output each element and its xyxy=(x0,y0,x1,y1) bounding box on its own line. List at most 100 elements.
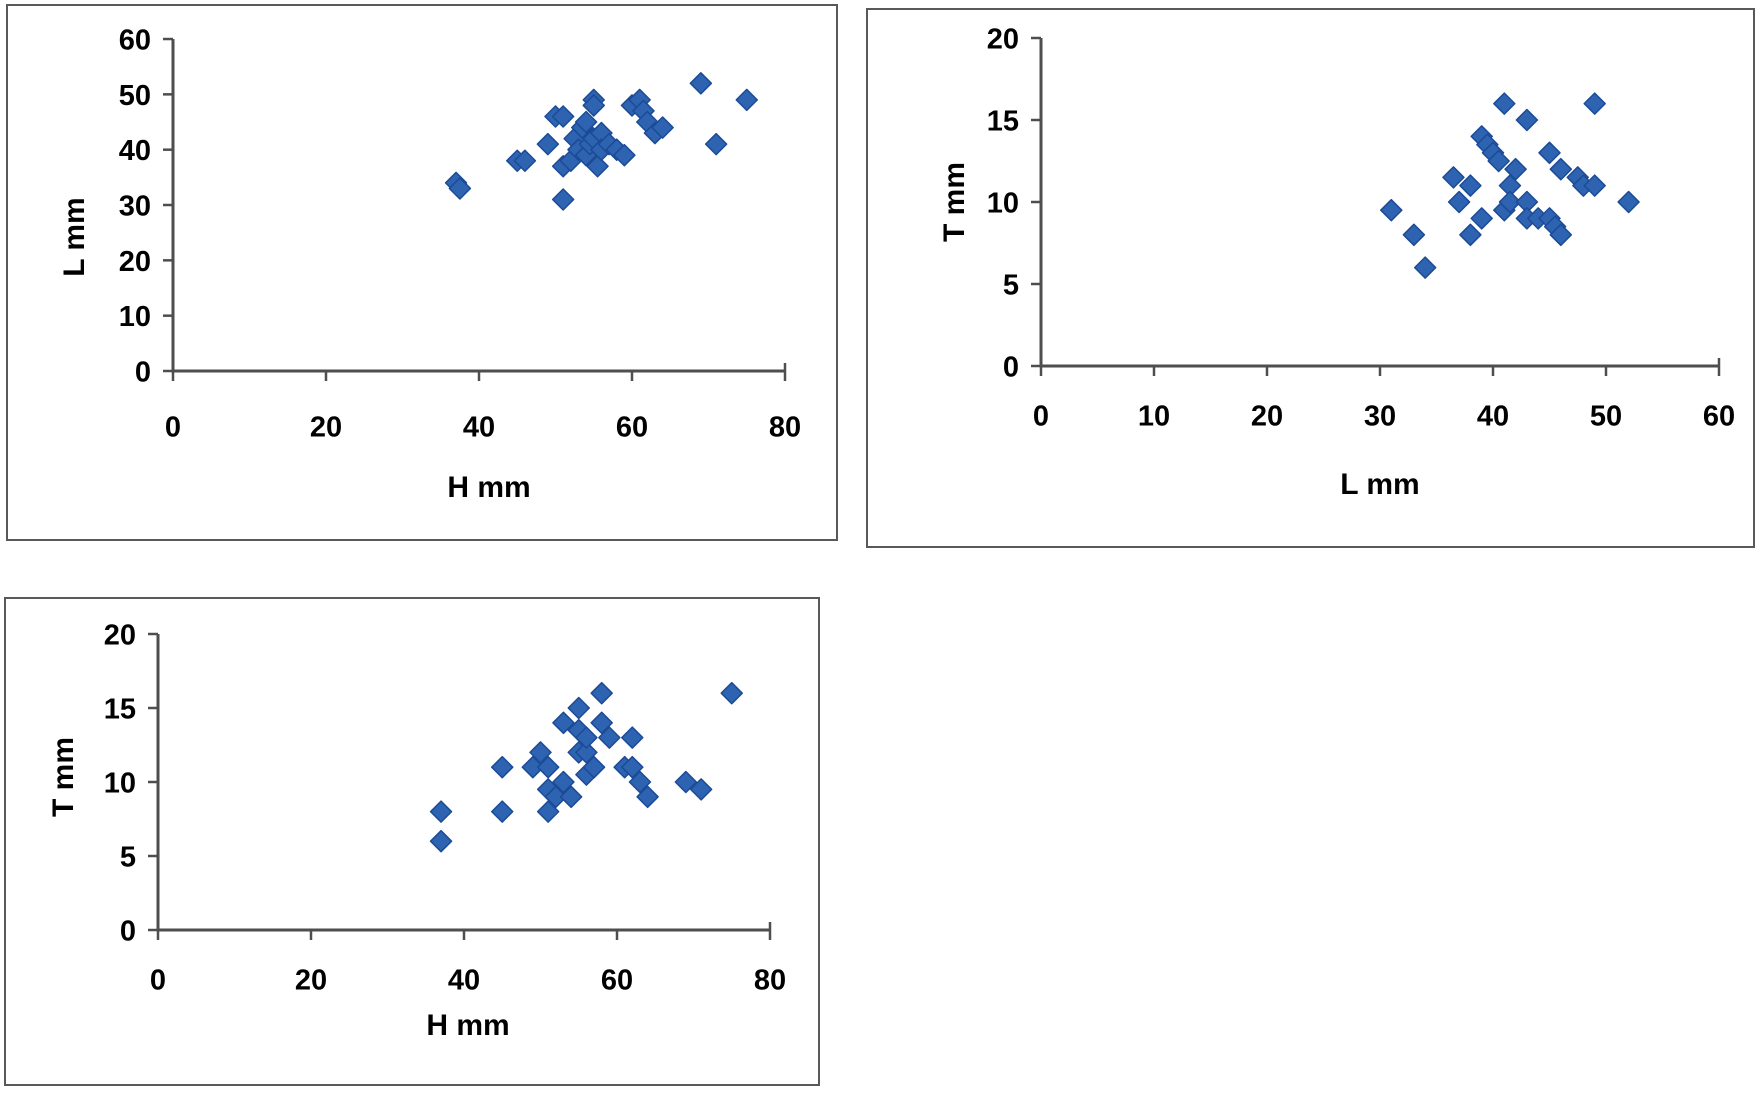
x-tick-label: 50 xyxy=(1590,400,1622,432)
y-tick-label: 0 xyxy=(1003,351,1019,383)
data-point-diamond xyxy=(552,770,575,794)
y-tick-label: 40 xyxy=(119,135,151,167)
data-point-diamond xyxy=(1470,207,1493,230)
data-point-diamond xyxy=(1583,92,1606,115)
data-point-diamond xyxy=(1380,198,1403,222)
y-tick-label: 0 xyxy=(135,356,151,388)
data-point-diamond xyxy=(1549,223,1573,247)
y-tick-label: 20 xyxy=(119,246,151,278)
scatter-svg-t-vs-h: 0 5 10 15 20 0 20 40 60 80 H mm T mm xyxy=(47,619,786,1042)
data-point-diamond xyxy=(1447,190,1471,214)
y-tick-label: 0 xyxy=(120,915,136,947)
data-point-diamond xyxy=(575,726,598,749)
data-point-diamond xyxy=(529,741,552,764)
y-tick-label: 50 xyxy=(119,80,151,112)
y-axis-title: T mm xyxy=(938,162,971,242)
chart-panel-t-vs-h: 0 5 10 15 20 0 20 40 60 80 H mm T mm xyxy=(4,597,820,1086)
data-point-diamond xyxy=(551,105,575,128)
data-point-diamond xyxy=(628,770,652,794)
y-tick-label: 30 xyxy=(119,190,151,222)
x-tick-label: 80 xyxy=(769,411,801,443)
data-point-diamond xyxy=(491,800,514,823)
data-point-diamond xyxy=(689,778,713,801)
data-point-diamond xyxy=(689,72,713,95)
x-tick-label: 80 xyxy=(754,964,786,996)
data-point-diamond xyxy=(429,800,453,823)
data-point-diamond xyxy=(574,110,598,134)
data-point-diamond xyxy=(621,726,644,749)
data-point-diamond xyxy=(704,132,728,156)
x-tick-label: 60 xyxy=(1703,400,1735,432)
data-point-diamond xyxy=(559,785,583,809)
data-point-diamond xyxy=(1413,256,1437,279)
y-tick-label: 15 xyxy=(987,105,1019,137)
data-point-diamond xyxy=(1583,174,1606,197)
data-point-diamond xyxy=(1402,223,1426,247)
data-point-diamond xyxy=(720,681,743,705)
data-point-diamond xyxy=(598,726,621,749)
x-axis-title: H mm xyxy=(426,1009,509,1042)
data-point-diamond xyxy=(551,188,575,211)
y-tick-label: 20 xyxy=(104,619,136,651)
data-point-diamond xyxy=(575,741,598,764)
y-axis-title: L mm xyxy=(58,197,91,276)
data-point-diamond xyxy=(536,132,560,156)
data-point-diamond xyxy=(448,177,472,200)
data-point-diamond xyxy=(590,681,613,705)
data-point-diamond xyxy=(536,800,560,823)
x-tick-label: 0 xyxy=(150,964,166,996)
x-tick-label: 0 xyxy=(165,411,181,443)
chart-panel-l-vs-h: 0 10 20 30 40 50 60 0 20 40 60 80 H mm L mm xyxy=(6,4,838,541)
data-point-diamond xyxy=(1617,190,1640,214)
chart-panel-t-vs-l: 0 5 10 15 20 0 10 20 30 40 50 60 L mm T mm xyxy=(866,8,1755,548)
x-tick-label: 30 xyxy=(1364,400,1396,432)
data-point-diamond xyxy=(582,94,605,117)
data-point-diamond xyxy=(1459,223,1482,247)
y-tick-label: 10 xyxy=(104,767,136,799)
data-point-diamond xyxy=(1487,149,1510,173)
data-point-diamond xyxy=(1549,157,1573,181)
y-tick-label: 10 xyxy=(119,301,151,333)
data-point-diamond xyxy=(636,785,659,809)
y-tick-label: 60 xyxy=(119,24,151,56)
scatter-svg-l-vs-h: 0 10 20 30 40 50 60 0 20 40 60 80 H mm L mm xyxy=(58,24,801,504)
data-point-diamond xyxy=(536,755,560,779)
x-tick-label: 20 xyxy=(295,964,327,996)
data-point-diamond xyxy=(429,829,453,853)
x-tick-label: 20 xyxy=(1251,400,1283,432)
data-point-diamond xyxy=(590,711,613,735)
x-tick-label: 10 xyxy=(1138,400,1170,432)
x-tick-label: 0 xyxy=(1033,400,1049,432)
data-point-diamond xyxy=(552,711,575,735)
x-tick-label: 40 xyxy=(1477,400,1509,432)
data-point-diamond xyxy=(1493,92,1516,115)
x-axis-title: L mm xyxy=(1340,468,1419,501)
data-point-diamond xyxy=(491,755,514,779)
data-point-diamond xyxy=(1515,108,1539,132)
data-point-diamond xyxy=(567,696,590,720)
y-tick-label: 15 xyxy=(104,693,136,725)
x-axis-title: H mm xyxy=(447,471,530,504)
data-point-diamond xyxy=(1504,157,1527,181)
data-point-diamond xyxy=(621,755,644,779)
data-point-diamond xyxy=(613,143,636,167)
data-point-diamond xyxy=(674,770,698,794)
data-point-diamond xyxy=(1459,174,1482,197)
data-point-diamond xyxy=(521,755,545,779)
data-point-diamond xyxy=(651,116,674,139)
x-tick-label: 60 xyxy=(616,411,648,443)
data-point-diamond xyxy=(1538,141,1561,165)
y-tick-label: 10 xyxy=(987,187,1019,219)
data-point-diamond xyxy=(544,785,568,809)
data-point-diamond xyxy=(586,155,609,178)
data-point-diamond xyxy=(1442,166,1465,189)
data-point-diamond xyxy=(513,149,537,172)
data-point-diamond xyxy=(1498,190,1522,214)
scatter-svg-t-vs-l: 0 5 10 15 20 0 10 20 30 40 50 60 L mm T mm xyxy=(938,23,1735,501)
x-tick-label: 20 xyxy=(310,411,342,443)
x-tick-label: 40 xyxy=(463,411,495,443)
x-tick-label: 60 xyxy=(601,964,633,996)
y-tick-label: 5 xyxy=(120,841,136,873)
y-tick-label: 5 xyxy=(1003,269,1019,301)
